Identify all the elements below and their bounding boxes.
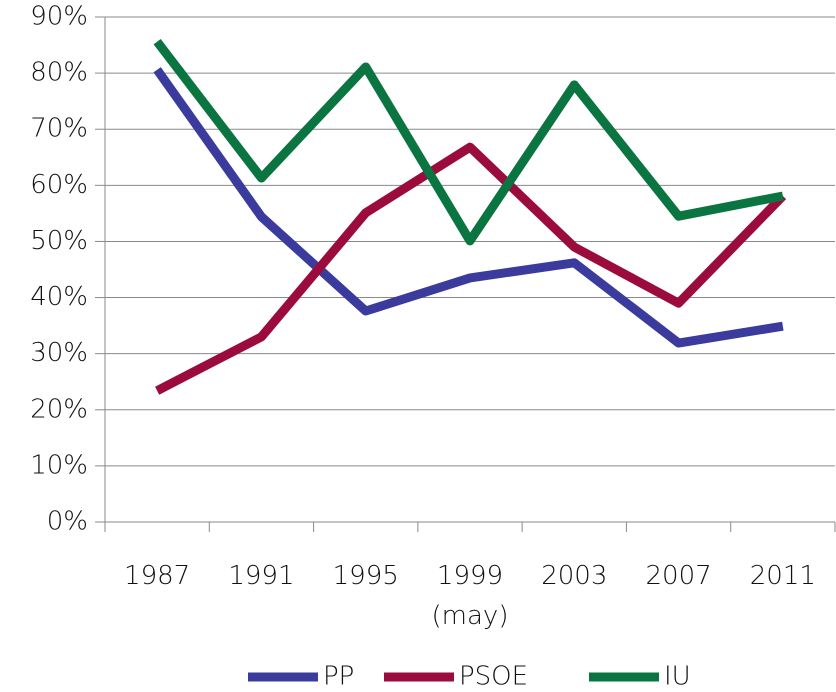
y-tick-label: 20% [30,394,88,424]
y-tick-label: 0% [47,507,88,537]
y-tick-label: 30% [30,338,88,368]
x-tick-label: 2007 [645,561,711,591]
y-tick-label: 70% [30,114,88,144]
y-tick-label: 40% [30,282,88,312]
legend-label: IU [664,662,691,692]
line-series [153,67,784,348]
x-tick-label: 2011 [750,561,816,591]
x-tick-label: 2003 [541,561,607,591]
x-tick-label: 1987 [124,561,190,591]
x-tick-label: 1991 [228,561,294,591]
legend-label: PSOE [459,662,528,692]
x-tick-label: 1995 [333,561,399,591]
y-tick-label: 60% [30,170,88,200]
y-tick-label: 90% [30,2,88,32]
y-tick-label: 80% [30,58,88,88]
line-series [153,38,784,246]
y-tick-label: 10% [30,450,88,480]
line-series [155,142,787,395]
x-tick-label: 1999 (may) [432,561,509,631]
legend-label: PP [323,662,354,692]
y-tick-label: 50% [30,226,88,256]
